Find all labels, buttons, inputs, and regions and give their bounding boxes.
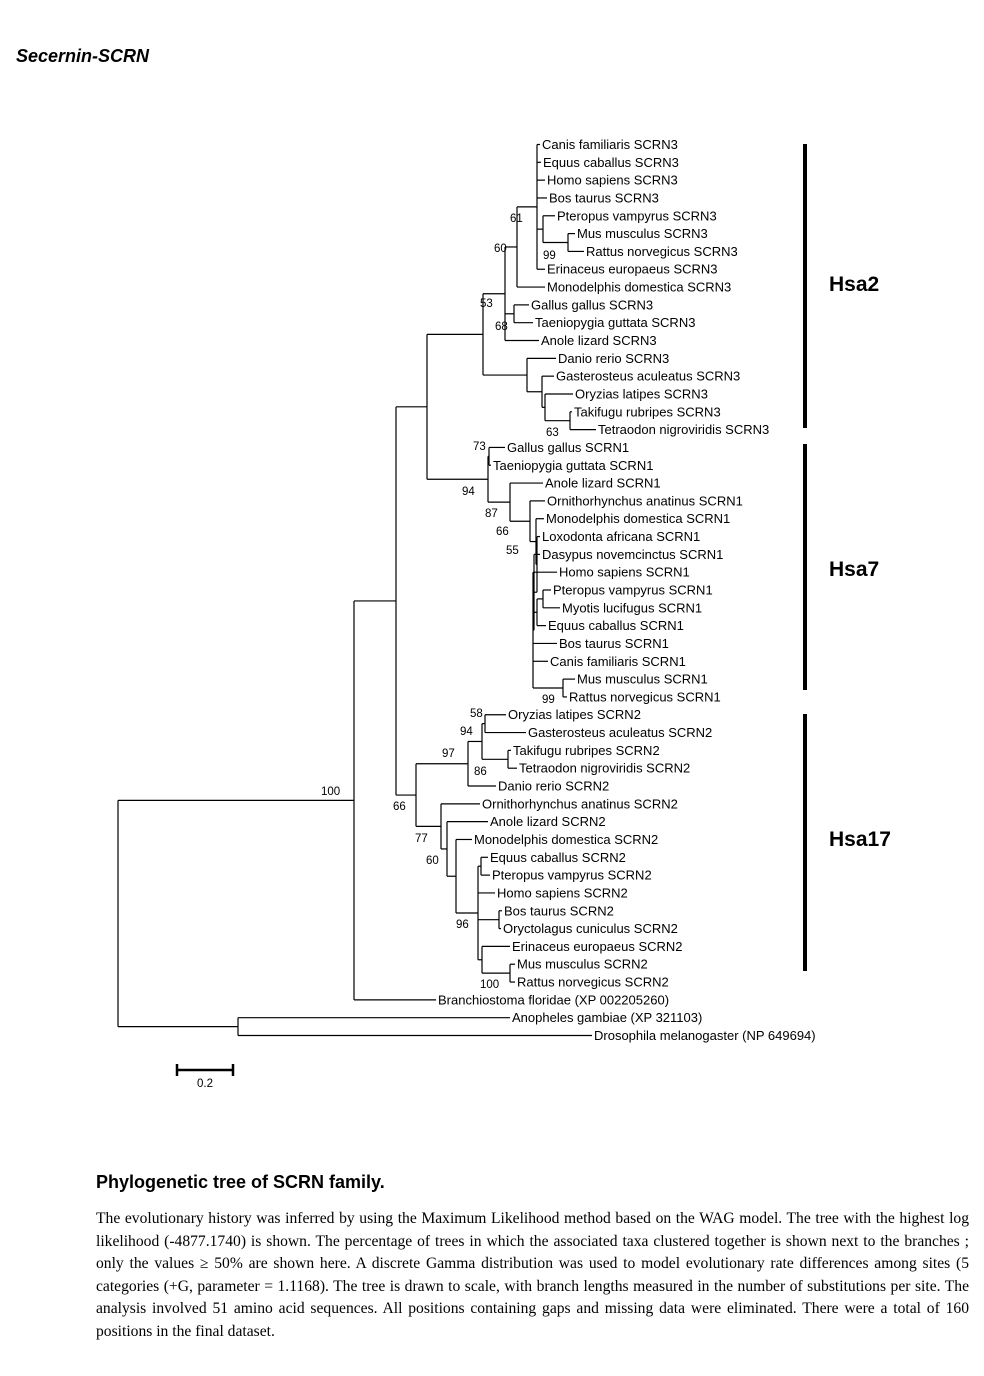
taxon-label: Rattus norvegicus SCRN3 (586, 244, 738, 259)
taxon-label: Myotis lucifugus SCRN1 (562, 600, 702, 615)
support-value: 66 (496, 526, 509, 538)
taxon-label: Rattus norvegicus SCRN2 (517, 975, 669, 990)
taxon-label: Rattus norvegicus SCRN1 (569, 689, 721, 704)
group-bar (803, 444, 807, 690)
taxon-label: Bos taurus SCRN2 (504, 903, 614, 918)
taxon-label: Mus musculus SCRN1 (577, 672, 708, 687)
taxon-label: Dasypus novemcinctus SCRN1 (542, 547, 723, 562)
taxon-label: Homo sapiens SCRN2 (497, 885, 628, 900)
support-value: 63 (546, 427, 559, 439)
scale-bar: 0.2 (175, 1064, 235, 1090)
support-value: 66 (393, 801, 406, 813)
support-value: 60 (426, 855, 439, 867)
taxon-label: Monodelphis domestica SCRN2 (474, 832, 658, 847)
taxon-label: Equus caballus SCRN3 (543, 155, 679, 170)
support-value: 77 (415, 833, 428, 845)
taxon-label: Pteropus vampyrus SCRN3 (557, 208, 717, 223)
taxon-label: Equus caballus SCRN1 (548, 618, 684, 633)
support-value: 60 (494, 243, 507, 255)
support-value: 94 (462, 486, 475, 498)
taxon-label: Mus musculus SCRN2 (517, 957, 648, 972)
taxon-label: Danio rerio SCRN2 (498, 779, 609, 794)
taxon-label: Bos taurus SCRN3 (549, 190, 659, 205)
support-value: 73 (473, 441, 486, 453)
taxon-label: Taeniopygia guttata SCRN3 (535, 315, 695, 330)
taxon-label: Gasterosteus aculeatus SCRN2 (528, 725, 712, 740)
taxon-label: Tetraodon nigroviridis SCRN2 (519, 761, 690, 776)
group-label: Hsa7 (829, 558, 879, 581)
taxon-label: Anole lizard SCRN3 (541, 333, 657, 348)
page-title: Secernin-SCRN (16, 46, 150, 66)
group-label: Hsa2 (829, 273, 879, 296)
taxon-label: Pteropus vampyrus SCRN1 (553, 583, 713, 598)
taxon-label: Ornithorhynchus anatinus SCRN2 (482, 796, 678, 811)
taxon-label: Oryzias latipes SCRN3 (575, 386, 708, 401)
taxon-label: Homo sapiens SCRN3 (547, 173, 678, 188)
support-value: 99 (543, 250, 556, 262)
group-bar (803, 714, 807, 971)
taxon-label: Drosophila melanogaster (NP 649694) (594, 1028, 816, 1043)
taxon-label: Loxodonta africana SCRN1 (542, 529, 700, 544)
support-value: 55 (506, 545, 519, 557)
support-value: 96 (456, 919, 469, 931)
taxon-label: Anopheles gambiae (XP 321103) (512, 1010, 702, 1025)
taxon-label: Anole lizard SCRN1 (545, 476, 661, 491)
caption-title: Phylogenetic tree of SCRN family. (96, 1172, 385, 1192)
taxon-label: Takifugu rubripes SCRN2 (513, 743, 660, 758)
taxon-label: Equus caballus SCRN2 (490, 850, 626, 865)
scale-bar-label: 0.2 (197, 1078, 213, 1090)
support-value: 68 (495, 321, 508, 333)
taxon-label: Gallus gallus SCRN1 (507, 440, 629, 455)
tree-branches (117, 143, 596, 1037)
taxon-label: Taeniopygia guttata SCRN1 (493, 458, 653, 473)
taxon-label: Branchiostoma floridae (XP 002205260) (438, 992, 669, 1007)
phylogenetic-tree: Canis familiaris SCRN3 Equus caballus SCR… (117, 137, 891, 1090)
taxon-label: Oryzias latipes SCRN2 (508, 707, 641, 722)
support-value: 99 (542, 694, 555, 706)
taxon-labels: Canis familiaris SCRN3 Equus caballus SCR… (438, 137, 816, 1043)
support-value: 100 (480, 979, 499, 991)
taxon-label: Gasterosteus aculeatus SCRN3 (556, 369, 740, 384)
taxon-label: Ornithorhynchus anatinus SCRN1 (547, 493, 743, 508)
support-value: 58 (470, 708, 483, 720)
taxon-label: Tetraodon nigroviridis SCRN3 (598, 422, 769, 437)
taxon-label: Erinaceus europaeus SCRN2 (512, 939, 683, 954)
taxon-label: Danio rerio SCRN3 (558, 351, 669, 366)
taxon-label: Takifugu rubripes SCRN3 (574, 404, 721, 419)
support-value: 100 (321, 786, 340, 798)
taxon-label: Mus musculus SCRN3 (577, 226, 708, 241)
taxon-label: Canis familiaris SCRN3 (542, 137, 678, 152)
taxon-label: Monodelphis domestica SCRN1 (546, 511, 730, 526)
support-value: 53 (480, 298, 493, 310)
support-value: 61 (510, 213, 523, 225)
taxon-label: Bos taurus SCRN1 (559, 636, 669, 651)
group-bars: Hsa2 Hsa7 Hsa17 (803, 144, 891, 971)
support-value: 86 (474, 766, 487, 778)
taxon-label: Homo sapiens SCRN1 (559, 565, 690, 580)
taxon-label: Monodelphis domestica SCRN3 (547, 280, 731, 295)
taxon-label: Anole lizard SCRN2 (490, 814, 606, 829)
taxon-label: Gallus gallus SCRN3 (531, 297, 653, 312)
group-bar (803, 144, 807, 428)
support-value: 94 (460, 726, 473, 738)
caption-body: The evolutionary history was inferred by… (96, 1210, 969, 1340)
taxon-label: Pteropus vampyrus SCRN2 (492, 868, 652, 883)
taxon-label: Erinaceus europaeus SCRN3 (547, 262, 718, 277)
taxon-label: Oryctolagus cuniculus SCRN2 (503, 921, 678, 936)
support-value: 97 (442, 748, 455, 760)
support-value: 87 (485, 508, 498, 520)
group-label: Hsa17 (829, 828, 891, 851)
taxon-label: Canis familiaris SCRN1 (550, 654, 686, 669)
